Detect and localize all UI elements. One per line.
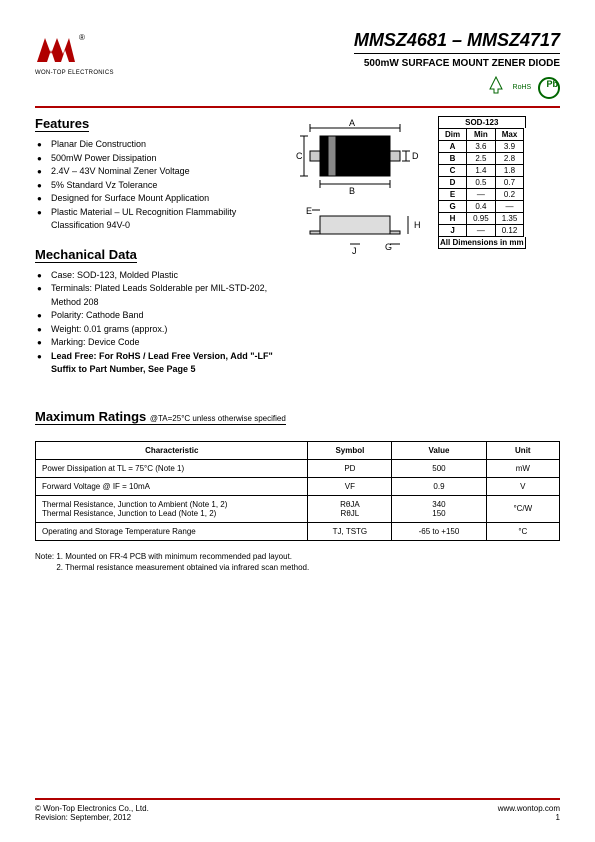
table-row: Dim Min Max	[439, 129, 524, 141]
logo-block: ® WON-TOP ELECTRONICS	[35, 30, 114, 76]
part-subtitle: 500mW SURFACE MOUNT ZENER DIODE	[354, 58, 560, 69]
list-item: 500mW Power Dissipation	[37, 152, 276, 166]
list-item: Marking: Device Code	[37, 336, 276, 350]
dimensions-table-wrap: SOD-123 Dim Min Max A3.63.9 B2.52.8 C1.4…	[438, 116, 526, 249]
table-row: Operating and Storage Temperature Range …	[36, 522, 560, 540]
page-header: ® WON-TOP ELECTRONICS MMSZ4681 – MMSZ471…	[35, 30, 560, 100]
list-item: Case: SOD-123, Molded Plastic	[37, 269, 276, 283]
cell-symbol: RθJA RθJL	[308, 495, 392, 522]
page-footer: © Won-Top Electronics Co., Ltd. Revision…	[35, 798, 560, 822]
rohs-label: RoHS	[513, 84, 532, 91]
col-header: Min	[467, 129, 496, 141]
list-item: Lead Free: For RoHS / Lead Free Version,…	[37, 350, 276, 377]
compliance-badges: RoHS Pb	[354, 75, 560, 100]
page-number: 1	[498, 813, 560, 822]
ratings-heading-text: Maximum Ratings	[35, 409, 146, 424]
list-item: 2.4V – 43V Nominal Zener Voltage	[37, 165, 276, 179]
title-block: MMSZ4681 – MMSZ4717 500mW SURFACE MOUNT …	[354, 30, 560, 100]
cell-symbol: TJ, TSTG	[308, 522, 392, 540]
mechanical-list: Case: SOD-123, Molded Plastic Terminals:…	[37, 269, 276, 377]
package-outline-diagram: A B C D	[290, 116, 430, 269]
cell-unit: mW	[486, 459, 559, 477]
footer-url: www.wontop.com	[498, 804, 560, 813]
features-list: Planar Die Construction 500mW Power Diss…	[37, 138, 276, 233]
svg-text:D: D	[412, 151, 419, 161]
copyright-text: © Won-Top Electronics Co., Ltd.	[35, 804, 149, 813]
note-item: 2. Thermal resistance measurement obtain…	[56, 563, 309, 572]
list-item: Planar Die Construction	[37, 138, 276, 152]
features-heading: Features	[35, 116, 89, 132]
table-row: C1.41.8	[439, 165, 524, 177]
cell-unit: °C/W	[486, 495, 559, 522]
cell-value: -65 to +150	[392, 522, 486, 540]
svg-text:E: E	[306, 206, 312, 216]
cell-char: Power Dissipation at TL = 75°C (Note 1)	[36, 459, 308, 477]
table-row: B2.52.8	[439, 153, 524, 165]
col-header: Symbol	[308, 441, 392, 459]
ratings-section: Maximum Ratings @TA=25°C unless otherwis…	[35, 409, 560, 541]
svg-text:A: A	[349, 118, 355, 128]
cell-char: Operating and Storage Temperature Range	[36, 522, 308, 540]
cell-unit: °C	[486, 522, 559, 540]
notes-block: Note: 1. Mounted on FR-4 PCB with minimu…	[35, 551, 560, 573]
table-row: H0.951.35	[439, 213, 524, 225]
rohs-tree-icon	[486, 75, 506, 100]
list-item: Weight: 0.01 grams (approx.)	[37, 323, 276, 337]
table-row: G0.4—	[439, 201, 524, 213]
svg-text:G: G	[385, 242, 392, 252]
col-header: Dim	[439, 129, 467, 141]
cell-unit: V	[486, 477, 559, 495]
table-row: Thermal Resistance, Junction to Ambient …	[36, 495, 560, 522]
ratings-heading-sub: @TA=25°C unless otherwise specified	[150, 414, 286, 423]
cell-symbol: VF	[308, 477, 392, 495]
cell-char: Thermal Resistance, Junction to Ambient …	[36, 495, 308, 522]
max-ratings-table: Characteristic Symbol Value Unit Power D…	[35, 441, 560, 541]
footer-right: www.wontop.com 1	[498, 804, 560, 822]
list-item: 5% Standard Vz Tolerance	[37, 179, 276, 193]
table-row: A3.63.9	[439, 141, 524, 153]
header-divider	[35, 106, 560, 108]
svg-text:C: C	[296, 151, 303, 161]
upper-content: Features Planar Die Construction 500mW P…	[35, 116, 560, 391]
table-row: D0.50.7	[439, 177, 524, 189]
text-column: Features Planar Die Construction 500mW P…	[35, 116, 276, 391]
cell-value: 340 150	[392, 495, 486, 522]
part-number-title: MMSZ4681 – MMSZ4717	[354, 30, 560, 54]
svg-text:J: J	[352, 246, 357, 256]
datasheet-page: ® WON-TOP ELECTRONICS MMSZ4681 – MMSZ471…	[0, 0, 595, 842]
mechanical-heading: Mechanical Data	[35, 247, 137, 263]
col-header: Characteristic	[36, 441, 308, 459]
list-item: Polarity: Cathode Band	[37, 309, 276, 323]
ratings-heading: Maximum Ratings @TA=25°C unless otherwis…	[35, 409, 286, 425]
cell-value: 0.9	[392, 477, 486, 495]
table-row: Power Dissipation at TL = 75°C (Note 1) …	[36, 459, 560, 477]
company-logo-icon: ®	[35, 30, 105, 70]
list-item: Terminals: Plated Leads Solderable per M…	[37, 282, 276, 309]
dimensions-table: Dim Min Max A3.63.9 B2.52.8 C1.41.8 D0.5…	[438, 128, 524, 237]
dim-table-caption: All Dimensions in mm	[438, 237, 526, 249]
table-row: Forward Voltage @ IF = 10mA VF 0.9 V	[36, 477, 560, 495]
svg-text:B: B	[349, 186, 355, 196]
footer-left: © Won-Top Electronics Co., Ltd. Revision…	[35, 804, 149, 822]
table-row: E—0.2	[439, 189, 524, 201]
table-row: Characteristic Symbol Value Unit	[36, 441, 560, 459]
svg-text:®: ®	[79, 33, 85, 42]
list-item: Plastic Material – UL Recognition Flamma…	[37, 206, 276, 233]
col-header: Value	[392, 441, 486, 459]
cell-char: Forward Voltage @ IF = 10mA	[36, 477, 308, 495]
svg-text:H: H	[414, 220, 421, 230]
cell-value: 500	[392, 459, 486, 477]
notes-label: Note:	[35, 552, 54, 561]
list-item: Designed for Surface Mount Application	[37, 192, 276, 206]
figure-column: A B C D	[290, 116, 560, 391]
pb-free-icon: Pb	[538, 77, 560, 99]
table-row: J—0.12	[439, 225, 524, 237]
logo-caption: WON-TOP ELECTRONICS	[35, 70, 114, 76]
col-header: Max	[495, 129, 524, 141]
dim-table-header: SOD-123	[438, 116, 526, 128]
cell-symbol: PD	[308, 459, 392, 477]
note-item: 1. Mounted on FR-4 PCB with minimum reco…	[56, 552, 292, 561]
revision-text: Revision: September, 2012	[35, 813, 149, 822]
col-header: Unit	[486, 441, 559, 459]
